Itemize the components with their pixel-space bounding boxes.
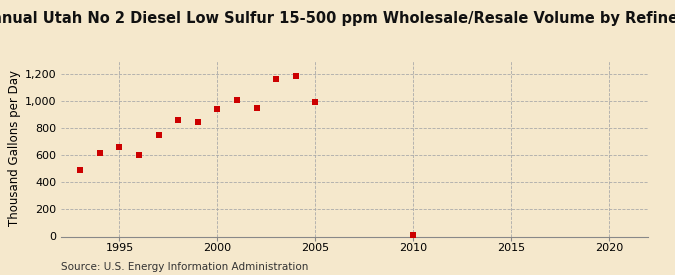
Point: [95, 150, 105, 155]
Y-axis label: Thousand Gallons per Day: Thousand Gallons per Day: [8, 70, 21, 227]
Point: [134, 153, 144, 158]
Point: [75, 168, 86, 172]
Point: [232, 98, 242, 102]
Point: [192, 120, 203, 124]
Point: [251, 106, 262, 110]
Text: Annual Utah No 2 Diesel Low Sulfur 15-500 ppm Wholesale/Resale Volume by Refiner: Annual Utah No 2 Diesel Low Sulfur 15-50…: [0, 11, 675, 26]
Point: [173, 118, 184, 122]
Point: [153, 133, 164, 137]
Point: [212, 107, 223, 111]
Point: [310, 100, 321, 105]
Point: [290, 74, 301, 78]
Point: [271, 76, 281, 81]
Text: Source: U.S. Energy Information Administration: Source: U.S. Energy Information Administ…: [61, 262, 308, 272]
Point: [114, 145, 125, 149]
Point: [408, 233, 418, 237]
